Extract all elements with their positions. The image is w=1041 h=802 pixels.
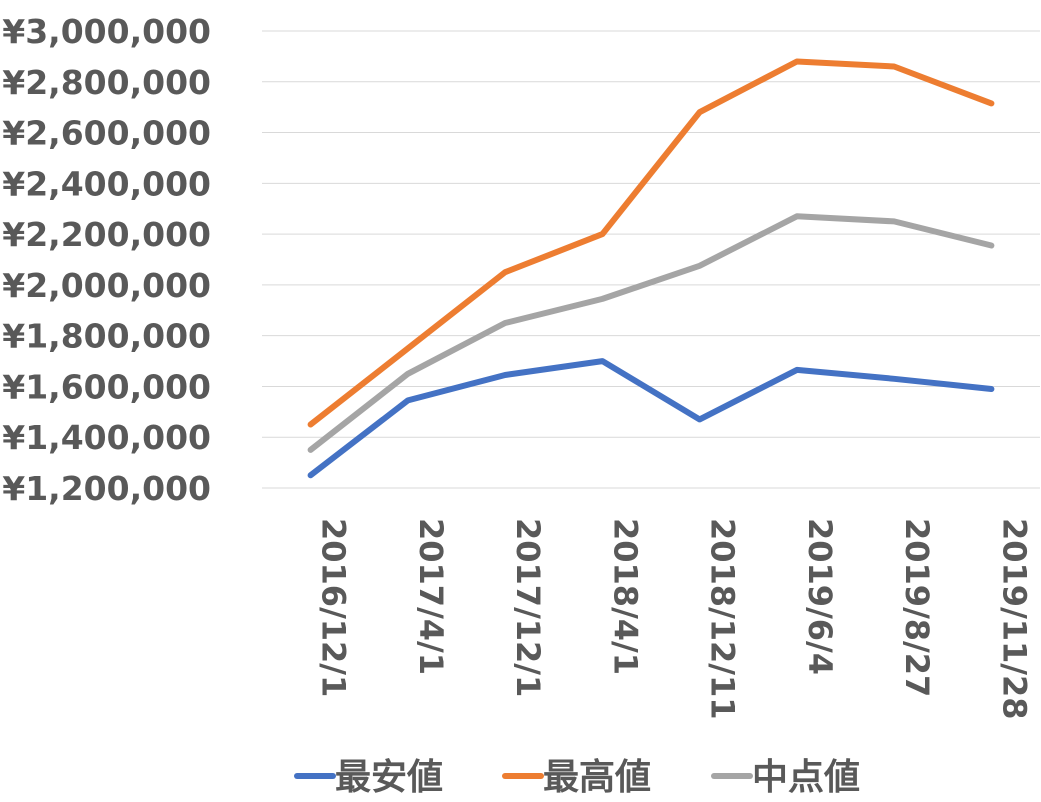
- x-tick-label: 2017/4/1: [412, 518, 450, 675]
- series-line-1: [307, 58, 995, 428]
- y-tick-label: ¥2,800,000: [2, 63, 211, 102]
- y-tick-label: ¥1,800,000: [2, 317, 211, 356]
- legend-label: 最安値: [335, 757, 443, 798]
- x-tick-label: 2017/12/1: [509, 518, 547, 697]
- x-tick-label: 2019/8/27: [898, 518, 936, 697]
- legend-label: 中点値: [752, 757, 860, 798]
- legend: 最安値 最高値 中点値: [294, 757, 860, 798]
- x-tick-label: 2019/6/4: [801, 518, 839, 675]
- y-tick-label: ¥3,000,000: [2, 12, 211, 51]
- y-tick-label: ¥1,400,000: [2, 418, 211, 457]
- x-tick-label: 2018/12/11: [704, 518, 742, 720]
- y-tick-label: ¥2,600,000: [2, 114, 211, 153]
- y-tick-label: ¥1,600,000: [2, 367, 211, 406]
- y-axis-tick-labels: ¥1,200,000 ¥1,400,000 ¥1,600,000 ¥1,800,000…: [2, 12, 211, 508]
- series-line-2: [307, 213, 995, 453]
- y-tick-label: ¥2,000,000: [2, 266, 211, 305]
- y-tick-label: ¥2,400,000: [2, 164, 211, 203]
- legend-label: 最高値: [543, 757, 651, 798]
- x-tick-label: 2018/4/1: [606, 518, 644, 675]
- x-axis-tick-labels: 2016/12/1 2017/4/1 2017/12/1 2018/4/1 2018/1…: [315, 518, 1034, 720]
- series-line-0: [307, 358, 995, 479]
- y-tick-label: ¥2,200,000: [2, 215, 211, 254]
- x-tick-label: 2019/11/28: [995, 518, 1033, 720]
- x-tick-label: 2016/12/1: [315, 518, 353, 697]
- series-lines: [307, 58, 995, 479]
- y-tick-label: ¥1,200,000: [2, 469, 211, 508]
